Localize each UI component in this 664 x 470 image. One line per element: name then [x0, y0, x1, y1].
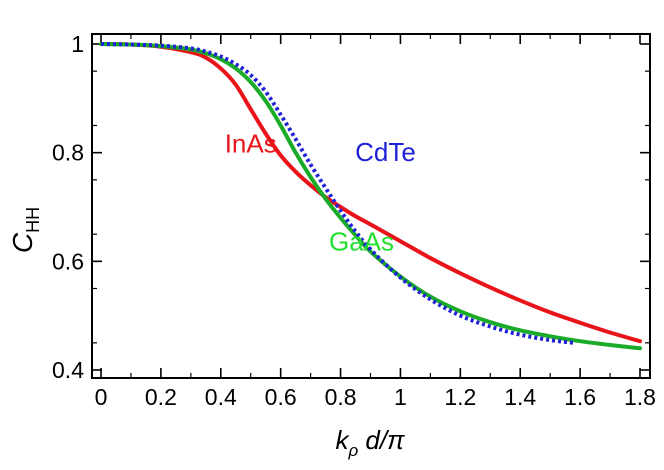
x-tick-label: 1.4	[504, 384, 536, 410]
y-axis-label: CHH	[7, 207, 43, 253]
x-tick-label: 1.2	[444, 384, 476, 410]
y-tick-label: 0.6	[52, 248, 84, 274]
y-axis-label-sub: HH	[23, 207, 43, 233]
x-tick-label: 0.8	[325, 384, 357, 410]
y-tick-label: 1	[71, 31, 84, 57]
annotation-gaas: GaAs	[329, 226, 394, 256]
x-axis-label-main: k	[335, 425, 350, 455]
series-line-inas	[99, 42, 642, 344]
plot-layer: 0 0.2 0.4 0.6 0.8 1 1.2 1.4 1.6 1.8 0.4 0.6 0.8 1 InAs…	[52, 31, 656, 410]
x-axis-label-rest: d/π	[358, 425, 405, 455]
x-tick-label: 1	[394, 384, 407, 410]
x-axis-label-sub: ρ	[347, 441, 358, 460]
x-tick-label: 0.6	[265, 384, 297, 410]
x-tick-label: 0.2	[145, 384, 177, 410]
plot-frame	[91, 33, 651, 379]
annotation-cdte: CdTe	[355, 137, 416, 167]
y-axis-label-main: C	[7, 232, 38, 253]
y-tick-label: 0.8	[52, 140, 84, 166]
y-tick-label: 0.4	[52, 357, 84, 383]
series-line-cdte	[100, 42, 575, 345]
x-tick-label: 1.6	[564, 384, 596, 410]
annotation-inas: InAs	[225, 129, 277, 159]
x-tick-label: 0	[95, 384, 108, 410]
x-axis-label: kρ d/π	[335, 425, 405, 460]
x-tick-label: 0.4	[205, 384, 237, 410]
x-tick-label: 1.8	[624, 384, 656, 410]
series-line-gaas	[99, 42, 642, 351]
